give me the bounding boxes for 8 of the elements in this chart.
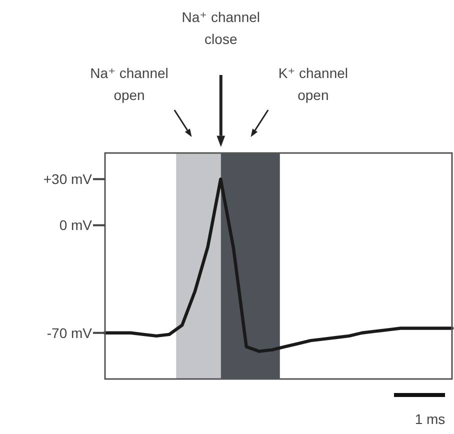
y-tick-label: -70 mV	[46, 324, 93, 341]
line-series	[103, 178, 454, 353]
text: K⁺ channel open	[278, 65, 348, 103]
text: Na⁺ channel open	[90, 65, 168, 103]
text: 1 ms	[414, 411, 446, 427]
y-tick-label: +30 mV	[43, 171, 93, 188]
text: Na⁺ channel close	[182, 9, 260, 47]
y-tick-label: 0 mV	[59, 217, 93, 234]
